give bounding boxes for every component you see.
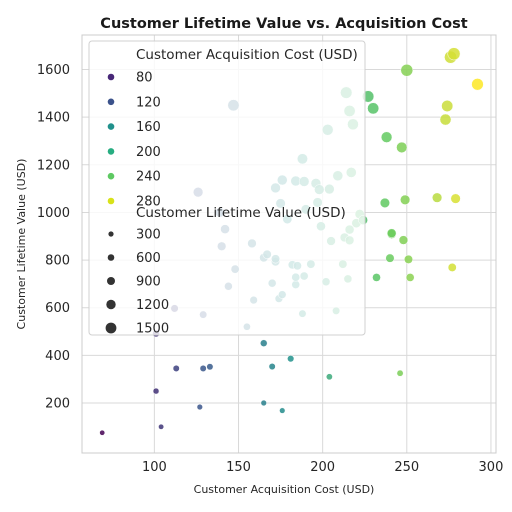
x-tick-label: 200 [310, 460, 335, 475]
data-point [396, 141, 408, 153]
data-point [447, 263, 457, 272]
y-tick-label: 200 [45, 396, 70, 411]
data-point [99, 429, 106, 436]
x-axis-label: Customer Acquisition Cost (USD) [194, 483, 375, 496]
data-point [196, 403, 203, 411]
legend-hue-label: 280 [136, 195, 161, 210]
legend-hue-label: 120 [136, 95, 161, 110]
legend-size-entries: 300 600 900 1200 1500 [105, 228, 169, 337]
data-point [432, 192, 443, 203]
legend-size-title: Customer Lifetime Value (USD) [136, 205, 346, 221]
legend-hue-label: 160 [136, 120, 161, 135]
data-point [386, 228, 397, 238]
data-point [268, 363, 276, 371]
data-point [172, 364, 180, 372]
y-tick-label: 600 [45, 301, 70, 316]
legend-hue-entries: 80 120 160 200 240 280 [107, 71, 161, 210]
data-point [372, 273, 381, 282]
legend-hue-title: Customer Acquisition Cost (USD) [136, 47, 358, 63]
legend-size-marker [108, 231, 114, 237]
legend-hue-label: 80 [136, 71, 153, 86]
data-point [287, 355, 295, 363]
x-tick-label: 300 [479, 460, 504, 475]
y-tick-label: 800 [45, 254, 70, 269]
data-point [447, 47, 461, 61]
legend-size-label: 1200 [136, 298, 169, 313]
legend-hue-marker [107, 197, 115, 205]
data-point [158, 423, 165, 430]
plot-frame [81, 34, 497, 454]
x-tick-label: 150 [226, 460, 251, 475]
legend-size-marker [107, 277, 115, 285]
y-tick-label: 1200 [37, 158, 70, 173]
data-point [439, 113, 452, 126]
y-tick-label: 1400 [37, 111, 70, 126]
chart-title: Customer Lifetime Value vs. Acquisition … [100, 16, 467, 32]
data-point [152, 387, 160, 395]
y-tick-labels: 200 400 600 800 1000 1200 1400 1600 [37, 63, 70, 411]
legend-hue-marker [107, 123, 115, 130]
y-axis-label: Customer Lifetime Value (USD) [15, 159, 28, 330]
legend-size-label: 1500 [136, 322, 169, 337]
data-point [385, 253, 395, 263]
data-point [379, 197, 390, 208]
legend-hue-marker [107, 148, 115, 155]
data-point [260, 399, 267, 407]
legend-size-marker [107, 254, 115, 261]
legend-hue-label: 240 [136, 170, 161, 185]
data-point [471, 78, 484, 91]
legend-size-label: 900 [136, 275, 161, 290]
data-point [206, 363, 214, 371]
y-tick-label: 1000 [37, 206, 70, 221]
data-point [400, 194, 411, 205]
legend-size-marker [105, 322, 117, 334]
data-point [441, 100, 454, 112]
data-point [279, 407, 286, 414]
legend-size-label: 600 [136, 251, 161, 266]
x-tick-label: 100 [142, 460, 167, 475]
x-tick-label: 250 [394, 460, 419, 475]
data-point [403, 254, 413, 264]
data-point [450, 193, 461, 204]
data-point [380, 131, 393, 143]
legend: Customer Acquisition Cost (USD) 80 120 160… [88, 40, 366, 337]
data-point [405, 273, 415, 282]
data-point [326, 373, 333, 381]
legend-box [88, 40, 366, 336]
data-point [260, 339, 268, 347]
data-point [396, 369, 404, 377]
legend-hue-label: 200 [136, 145, 161, 160]
data-point [367, 102, 380, 115]
x-tick-labels: 100 150 200 250 300 [142, 460, 503, 475]
legend-size-label: 300 [136, 228, 161, 243]
y-tick-label: 400 [45, 349, 70, 364]
data-point [199, 364, 207, 372]
legend-hue-marker [107, 98, 115, 106]
legend-size-marker [106, 299, 116, 310]
legend-hue-marker [107, 73, 115, 81]
data-point [400, 63, 414, 77]
data-point [398, 235, 409, 245]
legend-hue-marker [107, 172, 115, 180]
y-tick-label: 1600 [37, 63, 70, 78]
